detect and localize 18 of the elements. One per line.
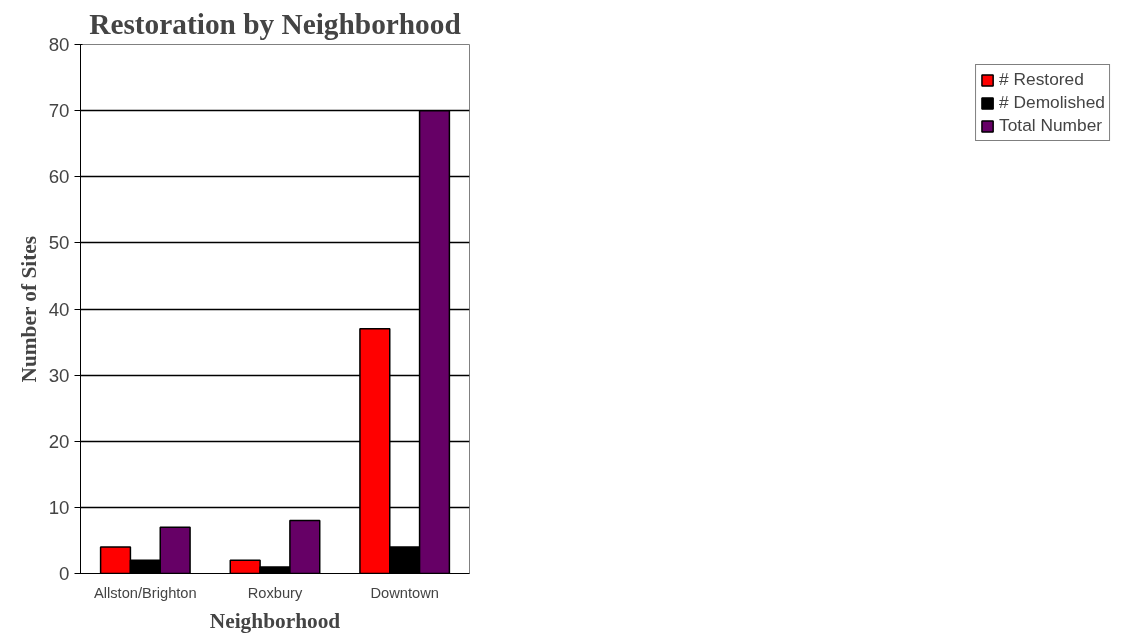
x-tick-label: Downtown	[370, 584, 439, 601]
y-tick-label: 0	[59, 563, 70, 584]
y-tick-label: 40	[48, 298, 70, 320]
y-tick-label: 60	[48, 166, 70, 188]
x-tick-label: Roxbury	[247, 584, 303, 601]
x-axis-title: Neighborhood	[209, 608, 341, 633]
y-tick-label: 80	[48, 34, 70, 55]
y-tick-label: 30	[48, 364, 70, 386]
legend-label: Total Number	[999, 115, 1103, 136]
y-axis-title: Number of Sites	[16, 235, 41, 383]
y-tick-label: 50	[48, 232, 70, 254]
x-tick-label: Allston/Brighton	[94, 584, 197, 601]
legend-label: # Demolished	[999, 92, 1105, 113]
y-tick-label: 70	[48, 100, 70, 122]
y-tick-label: 10	[48, 496, 70, 518]
legend-label: # Restored	[999, 69, 1084, 90]
chart-title: Restoration by Neighborhood	[89, 7, 461, 40]
y-tick-label: 20	[48, 430, 70, 452]
